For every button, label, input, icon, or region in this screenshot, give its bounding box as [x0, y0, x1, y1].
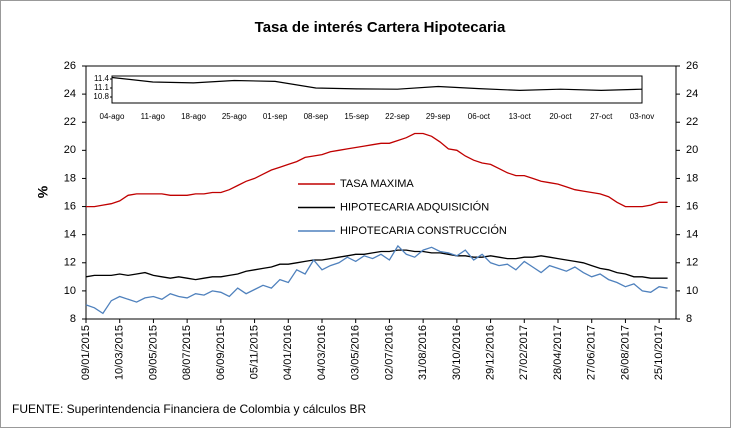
- y2-tick-label: 12: [686, 257, 698, 269]
- y-tick-label: 22: [64, 116, 76, 128]
- x-tick-label: 30/10/2016: [451, 325, 463, 380]
- y-tick-label: 16: [64, 200, 76, 212]
- series-line: [85, 244, 668, 315]
- inset-x-tick-label: 08-sep: [304, 112, 329, 121]
- x-tick-label: 09/01/2015: [80, 325, 92, 380]
- inset-x-tick-label: 20-oct: [549, 112, 572, 121]
- inset-y-tick-label: 11.1: [94, 83, 110, 92]
- inset: 10.811.111.4 04-ago 11-ago 18-ago 25-ago 01-s…: [93, 74, 654, 121]
- series-line: [111, 76, 643, 92]
- x-tick-label: 10/03/2015: [114, 325, 126, 380]
- x-tick-label: 27/02/2017: [518, 325, 530, 380]
- inset-y-tick-label: 11.4: [94, 74, 110, 83]
- chart-title: Tasa de interés Cartera Hipotecaria: [255, 19, 506, 36]
- y-tick-label: 24: [64, 88, 76, 100]
- y2-tick-label: 20: [686, 144, 698, 156]
- y2-tick-label: 10: [686, 285, 698, 297]
- x-tick-label: 08/07/2015: [181, 325, 193, 380]
- inset-x-tick-label: 03-nov: [630, 112, 654, 121]
- legend-label: HIPOTECARIA CONSTRUCCIÓN: [340, 224, 507, 237]
- legend-label: HIPOTECARIA ADQUISICIÓN: [340, 200, 489, 213]
- x-tick-label: 02/07/2016: [383, 325, 395, 380]
- x-tick-label: 25/10/2017: [653, 325, 665, 380]
- y-tick-label: 12: [64, 257, 76, 269]
- y-tick-label: 20: [64, 144, 76, 156]
- y2-tick-label: 18: [686, 172, 698, 184]
- y2-tick-label: 14: [686, 229, 698, 241]
- inset-x-tick-label: 27-oct: [590, 112, 613, 121]
- x-tick-label: 04/03/2016: [316, 325, 328, 380]
- inset-x-tick-label: 15-sep: [344, 112, 369, 121]
- y2-tick-label: 24: [686, 88, 698, 100]
- x-tick-label: 28/04/2017: [552, 325, 564, 380]
- y2-tick-label: 8: [686, 313, 692, 325]
- plot-frame: [85, 65, 677, 320]
- inset-x-tick-label: 01-sep: [263, 112, 288, 121]
- series-line: [85, 249, 668, 281]
- y2-tick-label: 26: [686, 60, 698, 72]
- x-tick-label: 04/01/2016: [282, 325, 294, 380]
- y-tick-label: 26: [64, 60, 76, 72]
- series-line: [86, 132, 668, 208]
- x-tick-label: 27/06/2017: [586, 325, 598, 380]
- x-tick-label: 03/05/2016: [350, 325, 362, 380]
- inset-x-tick-label: 04-ago: [100, 112, 125, 121]
- inset-x-tick-label: 11-ago: [141, 112, 166, 121]
- y-tick-label: 10: [64, 285, 76, 297]
- y2-tick-label: 16: [686, 200, 698, 212]
- x-tick-label: 29/12/2016: [484, 325, 496, 380]
- y-tick-label: 8: [70, 313, 76, 325]
- x-tick-label: 31/08/2016: [417, 325, 429, 380]
- inset-x-tick-label: 22-sep: [385, 112, 410, 121]
- y-axis-label: %: [35, 185, 51, 198]
- source-note: FUENTE: Superintendencia Financiera de C…: [12, 402, 366, 416]
- y-tick-label: 18: [64, 172, 76, 184]
- inset-x-tick-label: 13-oct: [509, 112, 532, 121]
- inset-x-tick-label: 18-ago: [181, 112, 206, 121]
- x-tick-label: 05/11/2015: [248, 325, 260, 379]
- inset-x-tick-label: 25-ago: [222, 112, 247, 121]
- inset-y-tick-label: 10.8: [93, 92, 109, 101]
- x-tick-label: 06/09/2015: [215, 325, 227, 380]
- inset-x-tick-label: 29-sep: [426, 112, 451, 121]
- y-tick-label: 14: [64, 229, 76, 241]
- x-tick-label: 09/05/2015: [147, 325, 159, 380]
- legend-label: TASA MAXIMA: [340, 178, 414, 190]
- inset-x-tick-label: 06-oct: [468, 112, 491, 121]
- x-tick-label: 26/08/2017: [619, 325, 631, 380]
- y2-tick-label: 22: [686, 116, 698, 128]
